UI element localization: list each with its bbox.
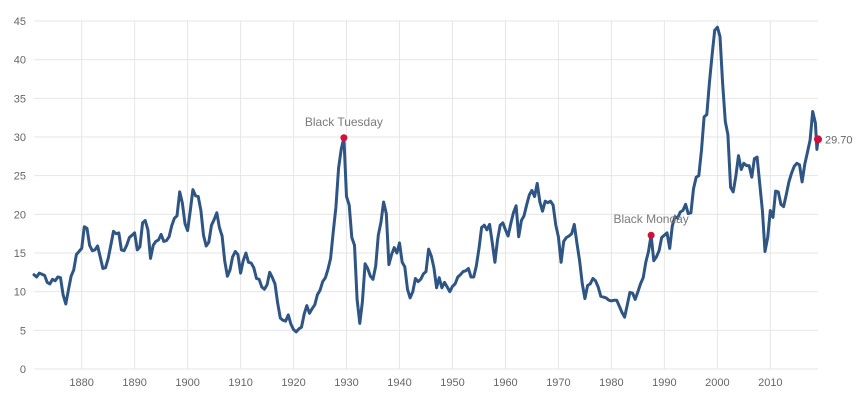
x-tick-label: 1980 [599,377,623,389]
x-tick-label: 1990 [652,377,676,389]
annotation-marker[interactable] [647,231,655,239]
x-tick-label: 1900 [175,377,199,389]
x-tick-label: 2010 [758,377,782,389]
annotation-label: Black Monday [613,212,688,226]
y-tick-label: 25 [14,171,26,183]
y-tick-label: 5 [20,325,26,337]
end-value-marker[interactable] [814,135,822,144]
y-tick-label: 15 [14,248,26,260]
y-tick-label: 35 [14,93,26,105]
y-tick-label: 30 [14,132,26,144]
vertical-gridlines [81,21,771,369]
y-tick-label: 40 [14,55,26,67]
x-tick-label: 1890 [122,377,146,389]
annotations: Black Tuesday Black Monday [305,115,689,239]
x-tick-label: 1940 [387,377,411,389]
x-tick-label: 1960 [493,377,517,389]
annotation-marker[interactable] [340,134,348,142]
series-line [32,25,820,334]
x-tick-label: 2000 [705,377,729,389]
y-tick-label: 45 [14,16,26,28]
annotation-label: Black Tuesday [305,115,383,129]
x-tick-label: 1970 [546,377,570,389]
x-tick-label: 1920 [281,377,305,389]
x-axis-tick-labels: 1880 1890 1900 1910 1920 1930 1940 1950 1960 1970… [69,377,782,389]
x-tick-label: 1880 [69,377,93,389]
x-tick-label: 1910 [228,377,252,389]
horizontal-gridlines [34,20,818,370]
y-tick-label: 20 [14,209,26,221]
y-tick-label: 10 [14,287,26,299]
end-value-label: 29.70 [825,134,853,146]
y-tick-label: 0 [20,364,26,376]
y-axis-tick-labels: 0 5 10 15 20 25 30 35 40 45 [14,16,26,376]
x-tick-label: 1950 [440,377,464,389]
x-tick-label: 1930 [334,377,358,389]
